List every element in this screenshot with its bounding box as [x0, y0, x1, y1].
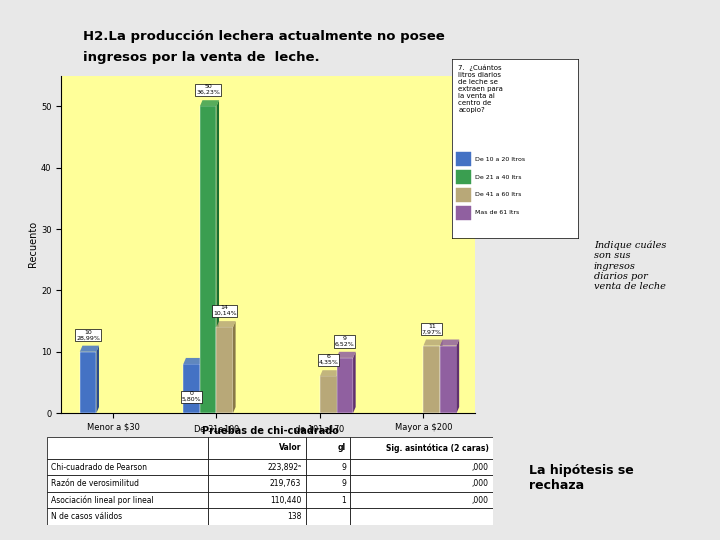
- Text: H2.La producción lechera actualmente no posee: H2.La producción lechera actualmente no …: [83, 30, 444, 43]
- Bar: [351, 459, 493, 475]
- Text: 110,440: 110,440: [270, 496, 301, 505]
- Bar: [351, 475, 493, 492]
- Bar: [306, 492, 351, 508]
- Bar: [207, 459, 306, 475]
- Y-axis label: Recuento: Recuento: [28, 221, 38, 267]
- Text: 6
4,35%: 6 4,35%: [318, 354, 338, 365]
- Polygon shape: [423, 340, 443, 346]
- Text: La hipótesis se
rechaza: La hipótesis se rechaza: [529, 464, 634, 492]
- Text: 219,763: 219,763: [270, 479, 301, 488]
- Bar: [47, 475, 207, 492]
- Bar: [207, 437, 306, 459]
- Text: Asociación lineal por lineal: Asociación lineal por lineal: [51, 495, 154, 505]
- Bar: [306, 475, 351, 492]
- Text: Chi-cuadrado de Pearson: Chi-cuadrado de Pearson: [51, 463, 148, 471]
- Bar: [351, 437, 493, 459]
- Polygon shape: [440, 340, 443, 413]
- Text: Valor: Valor: [279, 443, 301, 453]
- Bar: [47, 508, 207, 525]
- Bar: [456, 170, 471, 184]
- Text: Pruebas de chi-cuadrado: Pruebas de chi-cuadrado: [202, 426, 338, 436]
- Bar: [351, 508, 493, 525]
- Text: Razón de verosimilitud: Razón de verosimilitud: [51, 479, 139, 488]
- Text: 50
36,23%: 50 36,23%: [197, 84, 220, 95]
- Polygon shape: [200, 358, 202, 413]
- Bar: [207, 492, 306, 508]
- Text: De 21 a 40 ltrs: De 21 a 40 ltrs: [475, 174, 521, 179]
- Polygon shape: [200, 100, 219, 106]
- Polygon shape: [96, 346, 99, 413]
- Polygon shape: [320, 370, 339, 376]
- Text: ,000: ,000: [472, 496, 489, 505]
- Bar: [200, 106, 217, 413]
- Bar: [456, 152, 471, 166]
- Bar: [47, 492, 207, 508]
- Polygon shape: [80, 346, 99, 352]
- Polygon shape: [353, 352, 356, 413]
- Text: De 41 a 60 ltrs: De 41 a 60 ltrs: [475, 192, 521, 197]
- Text: 1: 1: [341, 496, 346, 505]
- Bar: [47, 437, 207, 459]
- Polygon shape: [233, 321, 235, 413]
- Text: 7.  ¿Cuántos
litros diarios
de leche se
extraen para
la venta al
centro de
acopi: 7. ¿Cuántos litros diarios de leche se e…: [459, 65, 503, 113]
- Text: 10
28,99%: 10 28,99%: [76, 330, 100, 341]
- Bar: [207, 508, 306, 525]
- Polygon shape: [217, 100, 219, 413]
- Bar: [306, 508, 351, 525]
- Bar: [47, 459, 207, 475]
- Bar: [80, 352, 96, 413]
- Text: ingresos por la venta de  leche.: ingresos por la venta de leche.: [83, 51, 320, 64]
- Text: 9
6,52%: 9 6,52%: [335, 336, 355, 347]
- Bar: [217, 327, 233, 413]
- Polygon shape: [336, 370, 339, 413]
- Text: Indique cuáles
son sus
ingresos
diarios por
venta de leche: Indique cuáles son sus ingresos diarios …: [594, 240, 667, 292]
- Bar: [423, 346, 440, 413]
- Text: ,000: ,000: [472, 479, 489, 488]
- Text: Sig. asintótica (2 caras): Sig. asintótica (2 caras): [386, 443, 489, 453]
- Bar: [336, 358, 353, 413]
- Bar: [207, 475, 306, 492]
- Polygon shape: [217, 321, 235, 327]
- Text: ,000: ,000: [472, 463, 489, 471]
- Text: 9: 9: [341, 463, 346, 471]
- Bar: [351, 492, 493, 508]
- Bar: [184, 364, 200, 413]
- Bar: [456, 206, 471, 220]
- Text: 11
7,97%: 11 7,97%: [422, 324, 442, 335]
- Polygon shape: [184, 358, 202, 364]
- Text: 138: 138: [287, 512, 301, 521]
- Text: 0
5,80%: 0 5,80%: [181, 392, 202, 402]
- Text: Mas de 61 ltrs: Mas de 61 ltrs: [475, 210, 519, 215]
- Bar: [456, 188, 471, 202]
- Text: 223,892ᵃ: 223,892ᵃ: [267, 463, 301, 471]
- Text: N de casos válidos: N de casos válidos: [51, 512, 122, 521]
- Text: gl: gl: [338, 443, 346, 453]
- Polygon shape: [456, 340, 459, 413]
- Polygon shape: [336, 352, 356, 358]
- Bar: [306, 459, 351, 475]
- Text: 9: 9: [341, 479, 346, 488]
- Bar: [320, 376, 336, 413]
- Bar: [440, 346, 456, 413]
- Text: 14
10,14%: 14 10,14%: [213, 305, 237, 316]
- Bar: [306, 437, 351, 459]
- Polygon shape: [440, 340, 459, 346]
- Text: De 10 a 20 ltros: De 10 a 20 ltros: [475, 157, 525, 161]
